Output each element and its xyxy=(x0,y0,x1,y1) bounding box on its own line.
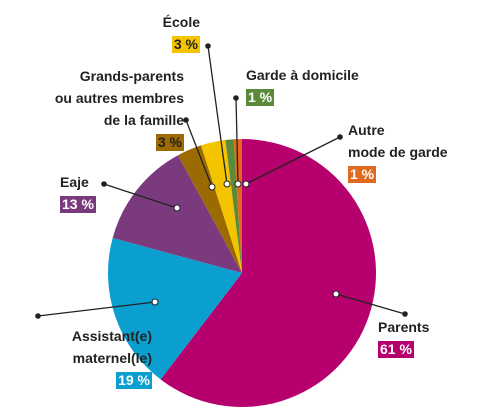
leader-end xyxy=(223,180,231,188)
leader-end xyxy=(234,180,242,188)
leader-dot xyxy=(337,134,343,140)
slice-label: Garde à domicile 1 % xyxy=(246,64,359,108)
leader-end xyxy=(242,180,250,188)
leader-end xyxy=(332,290,340,298)
pie-slice xyxy=(112,155,242,273)
pie-slice xyxy=(233,139,242,273)
category-name: Grands-parents ou autres membres de la f… xyxy=(54,68,184,128)
value-label: 3 % xyxy=(171,36,200,53)
slice-label: Eaje 13 % xyxy=(60,171,96,215)
leader-end xyxy=(151,298,159,306)
pie-slice xyxy=(160,139,377,408)
value-label: 61 % xyxy=(378,341,414,358)
leader-dot xyxy=(205,43,211,49)
value-label: 19 % xyxy=(116,372,152,389)
leader-end xyxy=(173,204,181,212)
leader-end xyxy=(208,183,216,191)
pie-slice xyxy=(107,237,242,380)
leader-line xyxy=(235,97,239,185)
leader-line xyxy=(207,45,228,185)
category-name: École xyxy=(162,14,200,30)
leader-line xyxy=(185,119,213,188)
leader-dot xyxy=(101,181,107,187)
leader-dot xyxy=(183,117,189,123)
value-label: 1 % xyxy=(348,166,377,183)
slice-label: Autre mode de garde 1 % xyxy=(348,119,448,185)
leader-dot xyxy=(233,95,239,101)
pie-slice xyxy=(225,139,242,273)
leader-dot xyxy=(402,311,408,317)
category-name: Eaje xyxy=(60,174,89,190)
slice-label: Parents 61 % xyxy=(378,316,429,360)
leader-line xyxy=(335,293,406,315)
leader-line xyxy=(37,301,156,317)
category-name: Assistant(e) maternel(le) xyxy=(71,328,152,366)
leader-line xyxy=(245,136,341,185)
slice-label: Grands-parents ou autres membres de la f… xyxy=(0,65,184,153)
category-name: Parents xyxy=(378,319,430,335)
leader-line xyxy=(103,183,178,209)
value-label: 3 % xyxy=(155,134,184,151)
category-name: Garde à domicile xyxy=(246,67,359,83)
leader-dot xyxy=(35,313,41,319)
pie-slice xyxy=(178,145,242,273)
pie-slice xyxy=(200,140,242,273)
slice-label: Assistant(e) maternel(le) 19 % xyxy=(0,325,152,391)
slice-label: École 3 % xyxy=(155,11,200,55)
category-name: Autre mode de garde xyxy=(348,122,448,160)
value-label: 13 % xyxy=(60,196,96,213)
value-label: 1 % xyxy=(246,89,275,106)
